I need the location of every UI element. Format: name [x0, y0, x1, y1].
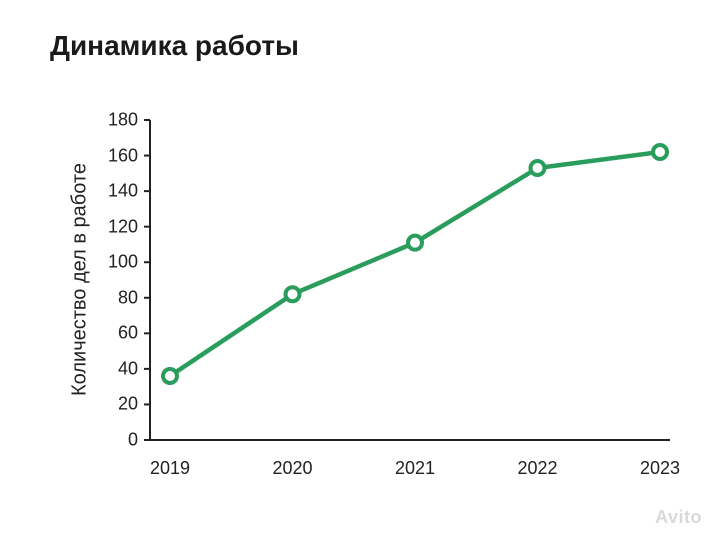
x-tick-label: 2020 — [272, 458, 312, 479]
y-tick-label: 120 — [108, 216, 138, 237]
y-tick-label: 20 — [118, 394, 138, 415]
chart-title: Динамика работы — [50, 30, 299, 62]
x-tick-label: 2022 — [517, 458, 557, 479]
y-tick-label: 140 — [108, 181, 138, 202]
series-line — [170, 152, 660, 376]
watermark: Avito — [655, 507, 702, 528]
x-tick-label: 2023 — [640, 458, 680, 479]
y-tick-label: 60 — [118, 323, 138, 344]
y-tick-label: 0 — [128, 430, 138, 451]
data-point — [163, 369, 177, 383]
chart-svg — [150, 120, 670, 440]
x-tick-label: 2021 — [395, 458, 435, 479]
y-tick-label: 160 — [108, 145, 138, 166]
y-tick-label: 180 — [108, 110, 138, 131]
data-point — [408, 236, 422, 250]
data-point — [653, 145, 667, 159]
data-point — [531, 161, 545, 175]
y-axis-label: Количество дел в работе — [69, 150, 92, 410]
y-tick-label: 40 — [118, 358, 138, 379]
chart-container: { "title": "Динамика работы", "title_fon… — [0, 0, 720, 540]
data-point — [286, 287, 300, 301]
line-chart — [150, 120, 670, 440]
x-tick-label: 2019 — [150, 458, 190, 479]
y-tick-label: 100 — [108, 252, 138, 273]
y-tick-label: 80 — [118, 287, 138, 308]
